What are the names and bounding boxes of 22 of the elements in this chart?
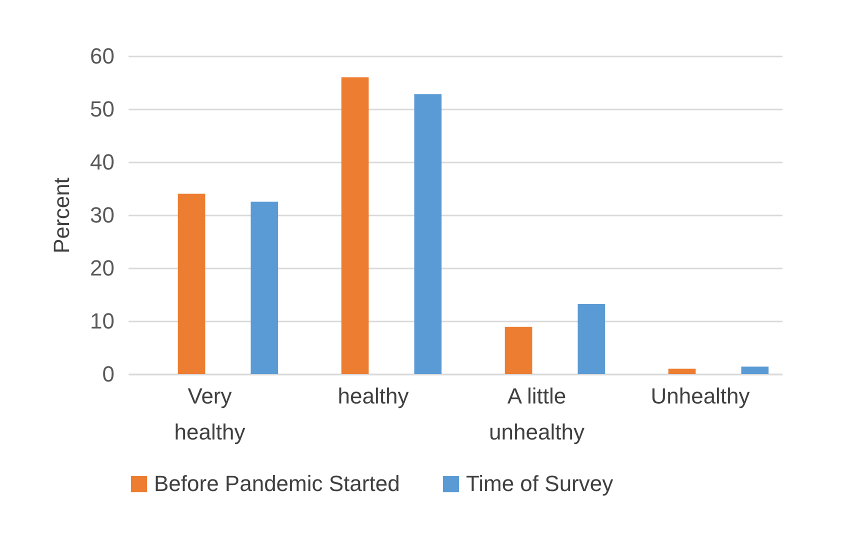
legend-label: Before Pandemic Started bbox=[154, 471, 400, 496]
y-tick-label: 60 bbox=[90, 44, 114, 68]
bar bbox=[250, 202, 278, 374]
y-tick-label: 50 bbox=[90, 96, 114, 122]
x-tick-label: healthy bbox=[338, 384, 409, 408]
y-tick-label: 0 bbox=[102, 362, 114, 386]
y-axis-title: Percent bbox=[49, 178, 74, 254]
y-tick-label: 10 bbox=[90, 308, 114, 334]
bar bbox=[504, 326, 532, 374]
x-tick-label: A little unhealthy bbox=[489, 384, 584, 444]
y-tick-label: 20 bbox=[90, 256, 114, 280]
bar bbox=[178, 194, 206, 374]
y-tick-label: 40 bbox=[90, 150, 114, 174]
bar bbox=[341, 77, 369, 374]
bar bbox=[741, 366, 769, 374]
bar bbox=[414, 94, 442, 374]
bar bbox=[668, 368, 696, 374]
x-tick-label: Very healthy bbox=[174, 384, 246, 444]
bar bbox=[578, 304, 606, 374]
legend-label: Time of Survey bbox=[466, 471, 614, 496]
x-tick-label: Unhealthy bbox=[650, 384, 750, 408]
y-tick-label: 30 bbox=[90, 202, 114, 228]
